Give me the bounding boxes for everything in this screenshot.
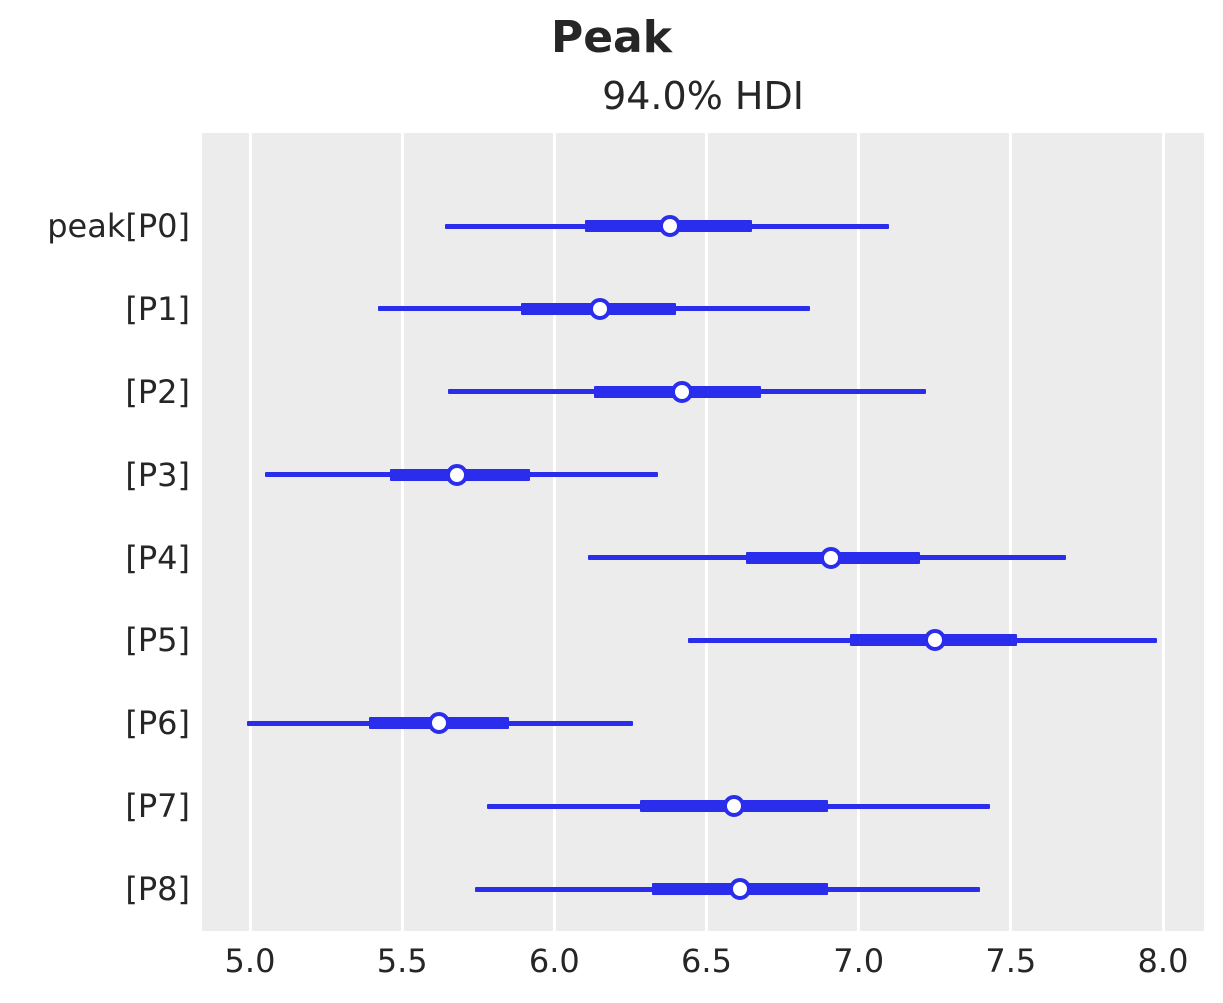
x-tick-label: 5.5 (376, 942, 428, 980)
gridline (248, 133, 252, 931)
gridline (552, 133, 556, 931)
x-tick-label: 7.5 (985, 942, 1037, 980)
row-label: [P1] (125, 289, 190, 328)
row-label: [P6] (125, 704, 190, 743)
row-label: [P4] (125, 538, 190, 577)
median-marker (445, 463, 468, 486)
median-marker (722, 795, 745, 818)
x-tick-label: 6.5 (681, 942, 732, 980)
median-marker (671, 380, 694, 403)
figure-title: Peak (550, 12, 673, 63)
gridline (857, 133, 861, 931)
gridline (1009, 133, 1013, 931)
median-marker (820, 546, 843, 569)
row-label: [P3] (125, 455, 190, 494)
x-tick-label: 8.0 (1137, 942, 1189, 980)
median-marker (923, 629, 946, 652)
gridline (1161, 133, 1165, 931)
row-label: peak[P0] (47, 207, 190, 245)
plot-area (202, 133, 1204, 931)
x-tick-label: 5.0 (224, 942, 276, 980)
row-label: [P5] (125, 621, 190, 660)
median-marker (728, 878, 751, 900)
row-label: [P2] (125, 372, 190, 411)
median-marker (427, 712, 450, 735)
gridline (400, 133, 404, 931)
median-marker (588, 297, 611, 320)
x-tick-label: 7.0 (833, 942, 885, 980)
x-tick-label: 6.0 (528, 942, 580, 980)
row-label: [P8] (125, 870, 190, 908)
gridline (705, 133, 708, 931)
row-label: [P7] (125, 787, 190, 826)
median-marker (658, 215, 681, 237)
hdi-subtitle: 94.0% HDI (602, 74, 804, 118)
